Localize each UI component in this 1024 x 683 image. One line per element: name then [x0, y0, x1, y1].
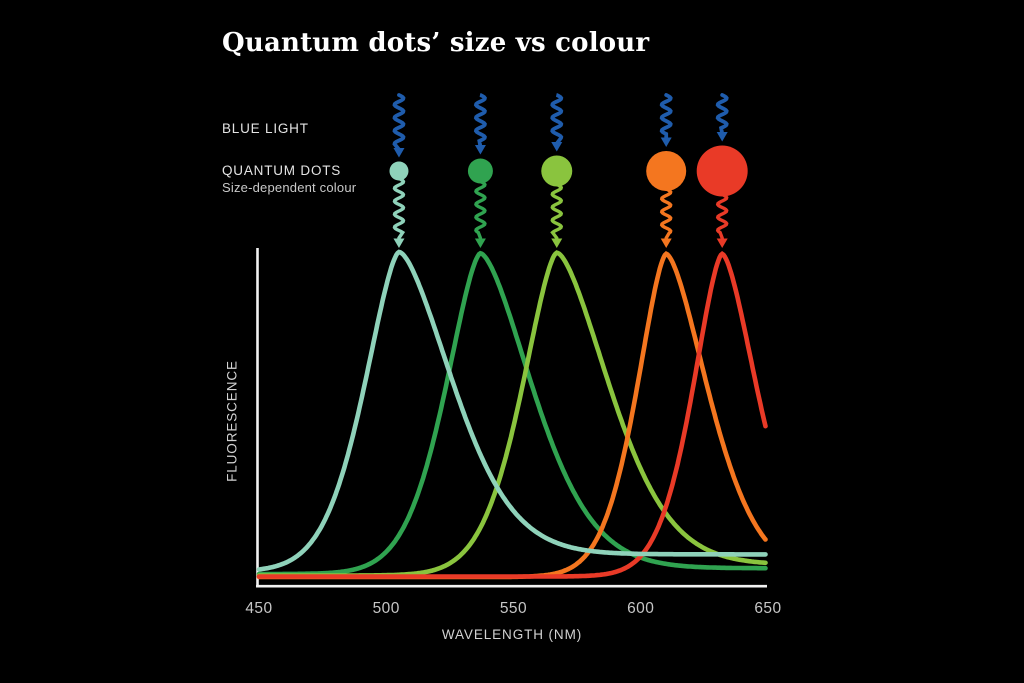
quantum-dot-lightgreen: [541, 155, 573, 187]
emission-arrowhead-icon-green: [474, 238, 486, 248]
quantum-dots-sublabel: Size-dependent colour: [222, 180, 357, 195]
quantum-dot-orange: [646, 151, 687, 191]
blue-light-arrowhead-icon: [716, 132, 728, 142]
quantum-dots-label: QUANTUM DOTS: [222, 163, 342, 178]
emission-arrow-icon-teal: [392, 176, 406, 240]
x-tick-label: 600: [627, 600, 654, 617]
emission-arrow-icon-orange: [659, 187, 673, 240]
emission-arrowhead-icon-lightgreen: [551, 238, 563, 248]
emission-curve-green: [256, 250, 768, 577]
quantum-dot-green: [467, 158, 493, 184]
blue-light-arrow-icon: [715, 93, 729, 136]
blue-light-arrow-icon: [473, 93, 487, 149]
x-tick-label: 550: [500, 600, 527, 617]
emission-arrow-icon-green: [474, 179, 487, 240]
blue-light-arrow-icon: [550, 93, 564, 146]
quantum-dot-red: [696, 145, 748, 197]
x-axis-label: WAVELENGTH (NM): [441, 627, 583, 642]
emission-arrow-icon-red: [715, 192, 729, 240]
y-axis-label: FLUORESCENCE: [224, 360, 240, 482]
page-title: Quantum dots’ size vs colour: [222, 28, 650, 58]
blue-light-arrowhead-icon: [660, 137, 672, 147]
quantum-dot-teal: [389, 161, 409, 181]
blue-light-arrowhead-icon: [551, 142, 563, 152]
emission-curve-red: [256, 251, 768, 579]
x-tick-label: 500: [373, 600, 400, 617]
emission-arrow-icon-lightgreen: [550, 182, 564, 240]
blue-light-arrowhead-icon: [393, 148, 405, 158]
emission-arrowhead-icon-teal: [393, 238, 405, 248]
x-tick-label: 650: [754, 600, 781, 617]
emission-curve-teal: [256, 249, 768, 572]
emission-arrowhead-icon-orange: [660, 238, 672, 248]
x-tick-label: 450: [245, 600, 272, 617]
blue-light-arrow-icon: [659, 93, 673, 141]
emission-arrowhead-icon-red: [716, 238, 728, 248]
blue-light-label: BLUE LIGHT: [222, 121, 309, 136]
blue-light-arrowhead-icon: [474, 145, 486, 155]
blue-light-arrow-icon: [392, 93, 406, 152]
